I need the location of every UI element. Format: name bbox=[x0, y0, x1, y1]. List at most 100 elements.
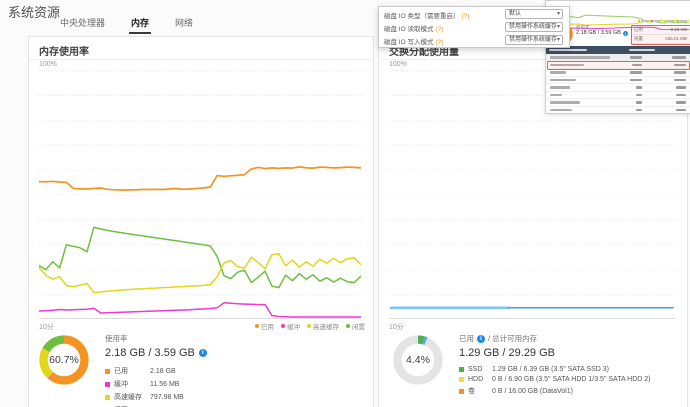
io-write-mode-select[interactable]: 禁用操作系统缓存 ▾ bbox=[505, 34, 563, 45]
breakdown-label: 高速缓存 bbox=[114, 394, 142, 401]
process-table-row[interactable] bbox=[546, 92, 690, 99]
process-value-bar bbox=[674, 78, 686, 81]
breakdown-label: 缓冲 bbox=[114, 381, 128, 388]
inset-process-table-header bbox=[546, 46, 690, 54]
donut-chart bbox=[393, 335, 443, 385]
legend-item-idle: 闲置 bbox=[346, 321, 365, 331]
process-value-bar bbox=[674, 71, 686, 74]
process-name-bar bbox=[550, 101, 580, 104]
popup-label: 磁盘 IO 类型（需要重启） (?) bbox=[384, 10, 469, 20]
tab-network[interactable]: 网络 bbox=[175, 18, 194, 28]
process-name-bar bbox=[550, 93, 562, 96]
tab-cpu[interactable]: 中央处理器 bbox=[60, 18, 106, 28]
page-title: 系统资源 bbox=[8, 5, 61, 20]
memory-usage-percent: 60.7% bbox=[49, 354, 79, 366]
memory-summary-value: 2.18 GB / 3.59 GB i bbox=[105, 347, 207, 359]
label-text: 磁盘 IO 类型（需要重启） bbox=[384, 13, 460, 20]
memory-breakdown-list: 已用 2.18 GB 缓冲 11.56 MB 高速缓存 797.98 MB 闲置… bbox=[105, 366, 207, 407]
memory-usage-donut: 60.7% bbox=[37, 333, 91, 387]
swap-breakdown-list: SSD 1.29 GB / 6.39 GB (3.5" SATA SSD 3) … bbox=[459, 366, 651, 396]
process-value-bar bbox=[672, 56, 686, 59]
legend-item-cache: 高速缓存 bbox=[307, 321, 339, 331]
mini-table-value: 2.18 GB bbox=[670, 27, 687, 32]
mini-table-label: 已用 bbox=[634, 27, 643, 32]
process-name-bar bbox=[550, 78, 576, 81]
mini-table-label: 闲置 bbox=[634, 36, 643, 41]
process-name-bar bbox=[550, 63, 584, 66]
inset-screenshot: 使用率 2.18 GB / 3.59 GB i 已用 2.18 GB 闲置 635.0… bbox=[545, 0, 690, 114]
label-text: 磁盘 IO 写入模式 bbox=[384, 39, 434, 46]
legend-item-buffer: 缓冲 bbox=[281, 321, 300, 331]
popup-row-io-read-mode: 磁盘 IO 读取模式 (?) 禁用操作系统缓存 ▾ bbox=[379, 20, 569, 33]
process-value-bar bbox=[636, 101, 642, 104]
color-swatch bbox=[459, 367, 464, 372]
inset-value-text: 2.18 GB / 3.59 GB bbox=[576, 30, 621, 36]
process-value-bar bbox=[636, 108, 642, 111]
help-icon[interactable]: (?) bbox=[435, 26, 444, 33]
process-name-bar bbox=[550, 86, 570, 89]
info-icon[interactable]: i bbox=[622, 30, 628, 36]
legend-dot bbox=[651, 20, 653, 22]
breakdown-value: 0 B / 6.90 GB (3.5" SATA HDD 1/3.5" SATA… bbox=[492, 376, 651, 383]
breakdown-row-hdd: HDD 0 B / 6.90 GB (3.5" SATA HDD 1/3.5" … bbox=[459, 376, 651, 383]
legend-dot bbox=[638, 20, 640, 22]
process-value-bar bbox=[630, 56, 642, 59]
process-table-row[interactable] bbox=[546, 69, 690, 77]
inset-legend-item bbox=[651, 20, 661, 22]
help-icon[interactable]: (?) bbox=[435, 39, 444, 46]
memory-panel-title: 内存使用率 bbox=[39, 47, 89, 58]
mini-table-value: 635.01 MB bbox=[665, 36, 687, 41]
popup-row-io-type: 磁盘 IO 类型（需要重启） (?) 默认 ▾ bbox=[379, 7, 569, 20]
popup-label: 磁盘 IO 读取模式 (?) bbox=[384, 23, 443, 33]
memory-line-chart bbox=[39, 70, 361, 319]
divider bbox=[379, 59, 687, 60]
swap-summary-value: 1.29 GB / 29.29 GB bbox=[459, 347, 651, 359]
info-icon[interactable]: i bbox=[198, 349, 207, 357]
process-table-row[interactable] bbox=[546, 84, 690, 92]
used-label: 已用 bbox=[459, 334, 474, 343]
chevron-down-icon: ▾ bbox=[556, 10, 560, 17]
legend-text-bar bbox=[680, 20, 687, 22]
process-value-bar bbox=[630, 71, 642, 74]
breakdown-value: 11.56 MB bbox=[150, 380, 180, 388]
breakdown-row-buffer: 缓冲 11.56 MB bbox=[105, 379, 207, 389]
popup-label: 磁盘 IO 写入模式 (?) bbox=[384, 36, 443, 46]
process-table-row[interactable] bbox=[546, 99, 690, 107]
legend-label: 闲置 bbox=[352, 324, 365, 331]
legend-dot bbox=[677, 20, 679, 22]
legend-dot bbox=[281, 324, 285, 328]
process-name-bar bbox=[550, 71, 566, 74]
breakdown-label: SSD bbox=[468, 366, 483, 373]
color-swatch bbox=[105, 394, 110, 400]
process-value-bar bbox=[632, 63, 642, 66]
help-icon[interactable]: (?) bbox=[461, 13, 470, 20]
chevron-down-icon: ▾ bbox=[556, 23, 560, 30]
breakdown-row-ssd: SSD 1.29 GB / 6.39 GB (3.5" SATA SSD 3) bbox=[459, 366, 651, 373]
process-value-bar bbox=[676, 108, 686, 111]
io-type-select[interactable]: 默认 ▾ bbox=[505, 8, 563, 19]
info-icon[interactable]: i bbox=[477, 334, 485, 343]
table-header-bar bbox=[629, 48, 655, 52]
x-axis-label: 10分 bbox=[389, 324, 404, 331]
process-table-row[interactable] bbox=[546, 77, 690, 84]
color-swatch bbox=[105, 368, 110, 374]
memory-chart-legend: 已用 缓冲 高速缓存 闲置 bbox=[255, 321, 365, 331]
breakdown-value: 797.98 MB bbox=[150, 393, 184, 401]
inset-mini-legend bbox=[638, 20, 687, 22]
swap-value: 1.29 GB / 29.29 GB bbox=[459, 347, 556, 359]
swap-usage-donut: 4.4% bbox=[391, 333, 445, 387]
io-read-mode-select[interactable]: 禁用操作系统缓存 ▾ bbox=[505, 21, 563, 32]
red-highlight-box-legend bbox=[631, 25, 690, 45]
process-table-row[interactable] bbox=[546, 107, 690, 114]
process-table-row[interactable] bbox=[546, 62, 690, 69]
inset-legend-item bbox=[664, 20, 674, 22]
color-swatch bbox=[105, 381, 110, 387]
disk-io-settings-popup: 磁盘 IO 类型（需要重启） (?) 默认 ▾ 磁盘 IO 读取模式 (?) 禁用操作… bbox=[378, 6, 570, 48]
legend-text-bar bbox=[654, 20, 661, 22]
breakdown-value: 1.29 GB / 6.39 GB (3.5" SATA SSD 3) bbox=[492, 366, 610, 373]
breakdown-row-used: 已用 2.18 GB bbox=[105, 366, 207, 376]
tab-memory[interactable]: 内存 bbox=[129, 15, 152, 34]
divider bbox=[29, 59, 373, 60]
legend-dot bbox=[346, 324, 350, 328]
